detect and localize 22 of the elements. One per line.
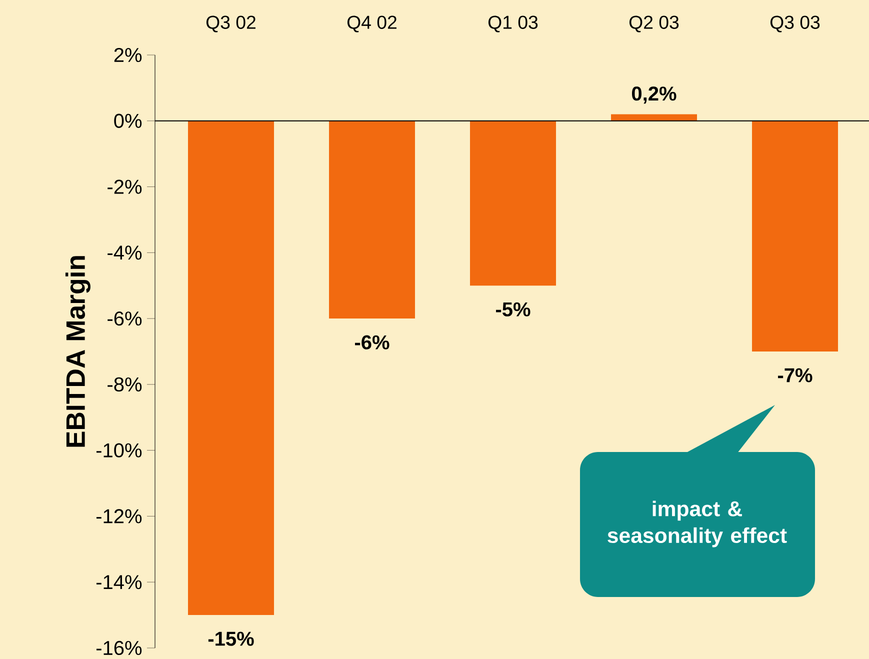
y-tick-label: -2% xyxy=(108,180,142,194)
y-tick-label: 0% xyxy=(114,114,142,128)
data-label: -6% xyxy=(354,335,390,350)
y-tick-label: -4% xyxy=(108,246,142,260)
x-tick-label: Q3 02 xyxy=(206,16,256,32)
y-tick-label: -10% xyxy=(96,443,142,458)
x-tick-label: Q3 03 xyxy=(770,16,820,32)
x-tick-label: Q2 03 xyxy=(629,16,679,32)
x-tick-label: Q1 03 xyxy=(488,16,538,32)
y-tick-label: 2% xyxy=(114,48,142,62)
y-tick-label: -16% xyxy=(96,640,142,656)
y-axis-title: EBITDA Margin xyxy=(65,256,90,447)
x-tick-label: Q4 02 xyxy=(347,16,396,32)
y-tick-label: -6% xyxy=(108,311,142,326)
annotation: impact & seasonality effect xyxy=(608,500,787,548)
data-label: 0,2% xyxy=(632,86,676,104)
y-tick-label: -14% xyxy=(96,575,142,590)
data-label: -5% xyxy=(496,302,530,316)
y-tick-label: -8% xyxy=(108,377,142,392)
data-label: -7% xyxy=(778,368,812,382)
data-label: -15% xyxy=(208,632,254,646)
y-tick-label: -12% xyxy=(96,509,142,524)
